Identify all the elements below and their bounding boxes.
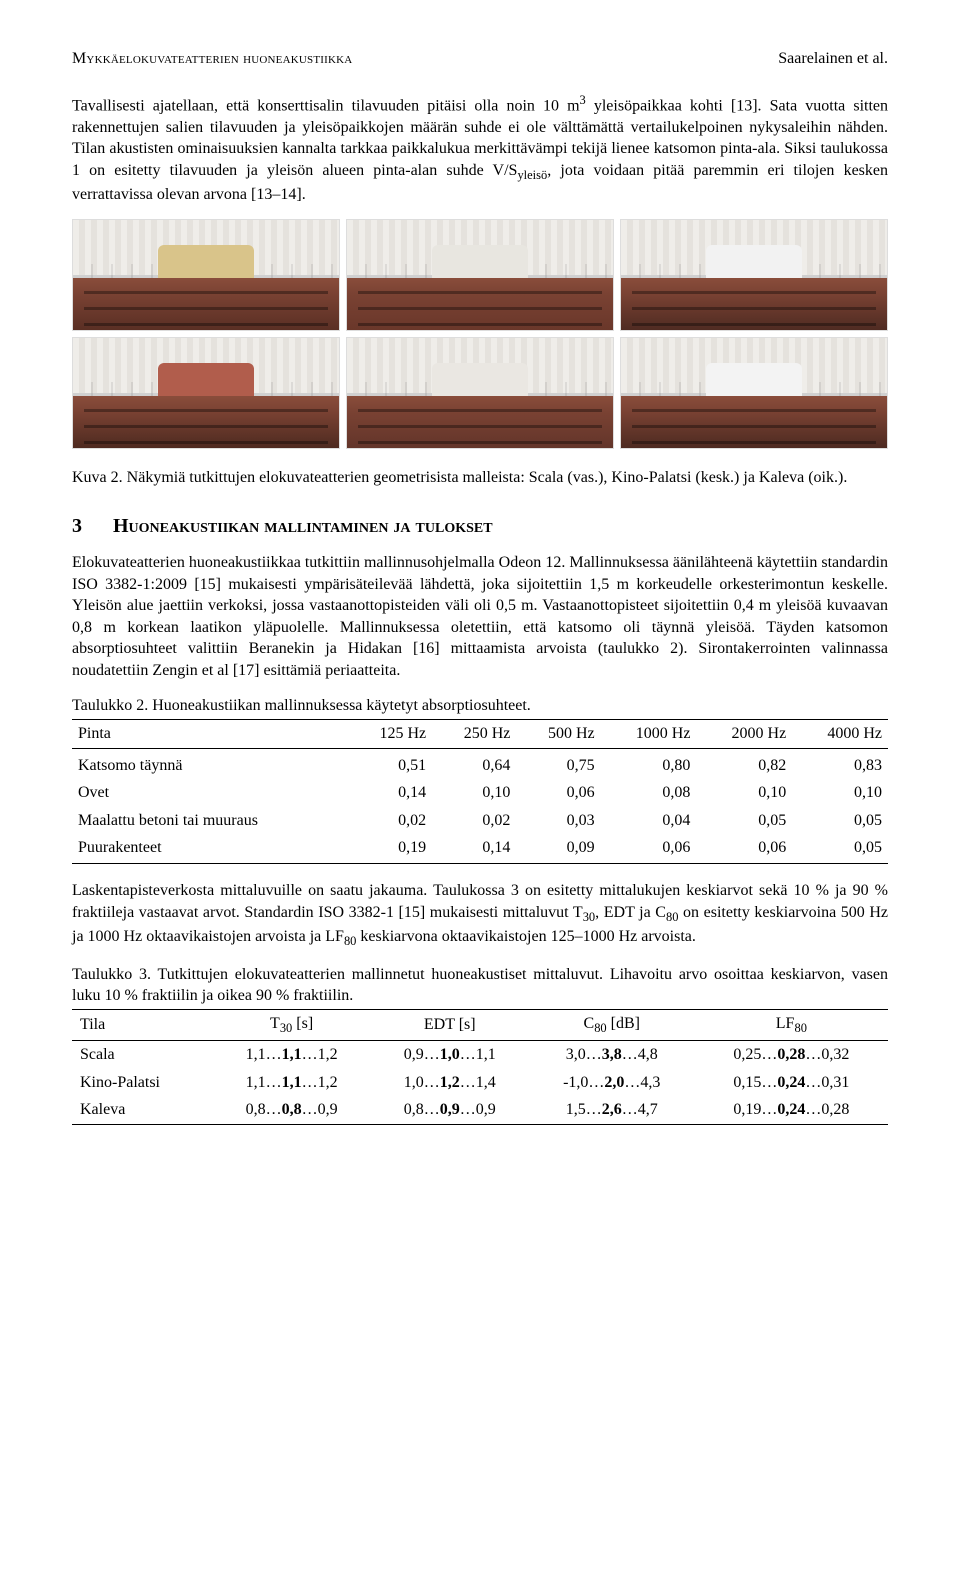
table-2-cell: 0,75 xyxy=(516,748,600,779)
paragraph-3: Laskentapisteverkosta mittaluvuille on s… xyxy=(72,880,888,950)
running-header: Mykkäelokuvateatterien huoneakustiikka S… xyxy=(72,48,888,70)
table-3-cell: Kaleva xyxy=(72,1096,213,1124)
table-3-col-header: C80 [dB] xyxy=(529,1009,695,1040)
table-2-col-freq: 4000 Hz xyxy=(792,720,888,749)
header-left: Mykkäelokuvateatterien huoneakustiikka xyxy=(72,48,352,70)
table-3-cell: 0,8…0,8…0,9 xyxy=(213,1096,371,1124)
table-2-cell: 0,02 xyxy=(348,807,432,835)
table-2-cell: 0,05 xyxy=(696,807,792,835)
table-2-cell: 0,02 xyxy=(432,807,516,835)
table-3-col-header: T30 [s] xyxy=(213,1009,371,1040)
table-2-caption: Taulukko 2. Huoneakustiikan mallinnukses… xyxy=(72,695,888,717)
table-3-cell: 3,0…3,8…4,8 xyxy=(529,1040,695,1068)
table-2-col-freq: 125 Hz xyxy=(348,720,432,749)
figure-2-caption: Kuva 2. Näkymiä tutkittujen elokuvateatt… xyxy=(72,467,888,489)
table-3-cell: 0,9…1,0…1,1 xyxy=(371,1040,529,1068)
table-2-cell: 0,83 xyxy=(792,748,888,779)
table-3-cell: Kino-Palatsi xyxy=(72,1069,213,1097)
table-2-col-freq: 250 Hz xyxy=(432,720,516,749)
table-3-cell: 1,1…1,1…1,2 xyxy=(213,1069,371,1097)
paragraph-2: Elokuvateatterien huoneakustiikkaa tutki… xyxy=(72,552,888,682)
table-2-cell: 0,06 xyxy=(516,779,600,807)
table-2-cell: 0,51 xyxy=(348,748,432,779)
table-3: TilaT30 [s]EDT [s]C80 [dB]LF80 Scala1,1…1… xyxy=(72,1009,888,1125)
table-3-caption: Taulukko 3. Tutkittujen elokuvateatterie… xyxy=(72,964,888,1007)
table-3-cell: 0,19…0,24…0,28 xyxy=(695,1096,888,1124)
table-2-cell: 0,05 xyxy=(792,807,888,835)
section-3-heading: 3 Huoneakustiikan mallintaminen ja tulok… xyxy=(72,513,888,540)
table-2-col-freq: 1000 Hz xyxy=(601,720,697,749)
table-2-cell: 0,19 xyxy=(348,834,432,863)
table-2-cell: 0,05 xyxy=(792,834,888,863)
figure-2-cell xyxy=(346,337,614,449)
table-2-cell: Maalattu betoni tai muuraus xyxy=(72,807,348,835)
table-2-col-freq: 2000 Hz xyxy=(696,720,792,749)
table-3-col-header: LF80 xyxy=(695,1009,888,1040)
section-3-title: Huoneakustiikan mallintaminen ja tulokse… xyxy=(113,515,493,537)
table-2-cell: 0,14 xyxy=(432,834,516,863)
table-3-cell: 0,25…0,28…0,32 xyxy=(695,1040,888,1068)
table-2-cell: 0,06 xyxy=(696,834,792,863)
figure-2-cell xyxy=(620,219,888,331)
table-2-col-surface: Pinta xyxy=(72,720,348,749)
header-right: Saarelainen et al. xyxy=(778,48,888,70)
section-3-number: 3 xyxy=(72,513,108,540)
table-2-cell: 0,10 xyxy=(432,779,516,807)
figure-2-grid xyxy=(72,219,888,449)
table-3-col-header: EDT [s] xyxy=(371,1009,529,1040)
table-3-cell: 1,1…1,1…1,2 xyxy=(213,1040,371,1068)
table-2-cell: 0,10 xyxy=(696,779,792,807)
table-3-cell: Scala xyxy=(72,1040,213,1068)
table-2-cell: 0,64 xyxy=(432,748,516,779)
table-2-cell: 0,10 xyxy=(792,779,888,807)
table-3-cell: 0,8…0,9…0,9 xyxy=(371,1096,529,1124)
figure-2-cell xyxy=(72,219,340,331)
table-2-cell: 0,03 xyxy=(516,807,600,835)
table-3-cell: 1,0…1,2…1,4 xyxy=(371,1069,529,1097)
table-2: Pinta125 Hz250 Hz500 Hz1000 Hz2000 Hz400… xyxy=(72,719,888,864)
table-2-cell: 0,14 xyxy=(348,779,432,807)
table-2-cell: Katsomo täynnä xyxy=(72,748,348,779)
table-2-cell: 0,04 xyxy=(601,807,697,835)
table-2-col-freq: 500 Hz xyxy=(516,720,600,749)
table-3-cell: 0,15…0,24…0,31 xyxy=(695,1069,888,1097)
table-3-cell: 1,5…2,6…4,7 xyxy=(529,1096,695,1124)
figure-2-cell xyxy=(346,219,614,331)
table-2-cell: Puurakenteet xyxy=(72,834,348,863)
table-3-cell: -1,0…2,0…4,3 xyxy=(529,1069,695,1097)
figure-2-cell xyxy=(72,337,340,449)
table-3-col-header: Tila xyxy=(72,1009,213,1040)
table-2-cell: 0,08 xyxy=(601,779,697,807)
paragraph-1: Tavallisesti ajatellaan, että konserttis… xyxy=(72,92,888,206)
figure-2-cell xyxy=(620,337,888,449)
table-2-cell: 0,09 xyxy=(516,834,600,863)
table-2-cell: Ovet xyxy=(72,779,348,807)
table-2-cell: 0,80 xyxy=(601,748,697,779)
table-2-cell: 0,82 xyxy=(696,748,792,779)
table-2-cell: 0,06 xyxy=(601,834,697,863)
